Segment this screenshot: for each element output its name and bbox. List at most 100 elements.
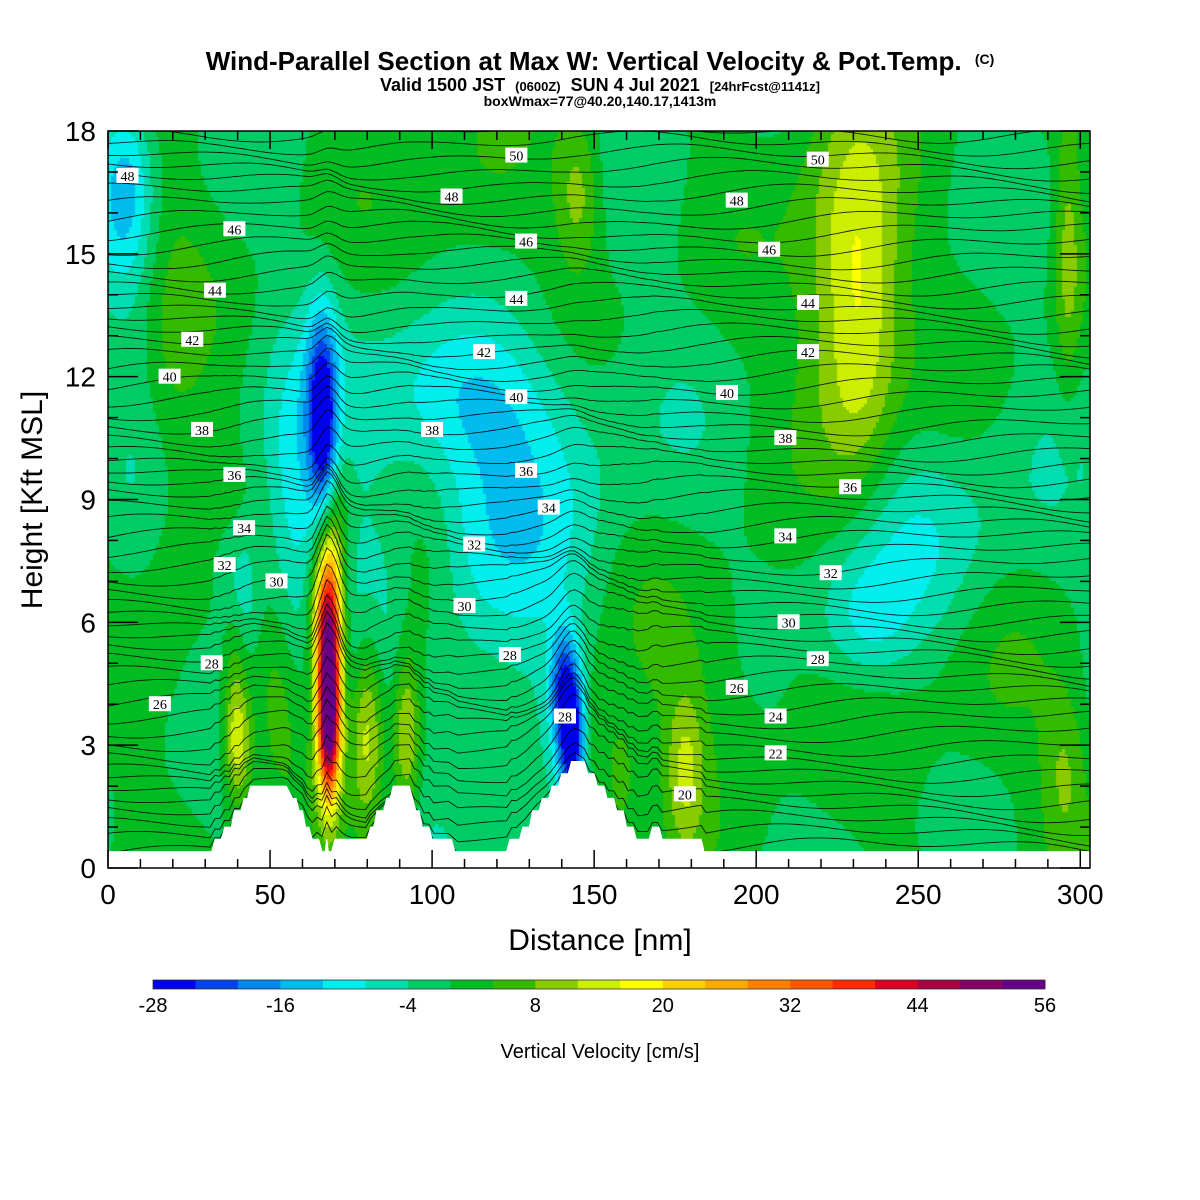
y-tick-label: 0 bbox=[80, 853, 96, 884]
theta-contour-line bbox=[108, 426, 1090, 463]
theta-contour-line bbox=[108, 281, 1090, 310]
colorbar-swatch bbox=[280, 980, 324, 989]
theta-contour-line bbox=[108, 322, 1090, 348]
colorbar-swatch bbox=[960, 980, 1004, 989]
theta-label-text: 28 bbox=[205, 657, 219, 672]
theta-contour-line bbox=[108, 220, 1090, 244]
theta-contour-line bbox=[108, 479, 1090, 536]
theta-label-box bbox=[758, 241, 781, 257]
theta-contour-label: 28 bbox=[806, 651, 829, 668]
theta-label-text: 48 bbox=[120, 170, 134, 185]
colorbar-swatch bbox=[407, 980, 451, 989]
theta-label-box bbox=[223, 221, 246, 237]
colorbar-tick-label: 56 bbox=[1034, 995, 1056, 1017]
theta-contour-label: 36 bbox=[839, 479, 862, 496]
theta-label-text: 42 bbox=[801, 346, 815, 361]
theta-label-text: 28 bbox=[811, 653, 825, 668]
theta-contour-label: 30 bbox=[453, 597, 476, 615]
colorbar-swatch bbox=[450, 980, 494, 989]
y-tick-label: 18 bbox=[65, 116, 96, 147]
theta-label-text: 44 bbox=[509, 293, 523, 308]
colorbar-swatch bbox=[195, 980, 239, 989]
y-tick-label: 9 bbox=[80, 485, 96, 516]
theta-contour-line bbox=[108, 742, 1090, 824]
x-tick-label: 150 bbox=[571, 879, 618, 910]
theta-label-box bbox=[200, 655, 223, 671]
theta-contour-line bbox=[108, 326, 1090, 359]
colorbar-frame bbox=[152, 979, 1046, 990]
x-tick-label: 50 bbox=[254, 879, 285, 910]
theta-contour-label: 40 bbox=[716, 385, 739, 402]
theta-contour-label: 28 bbox=[200, 655, 223, 672]
theta-contour-line bbox=[108, 456, 1090, 489]
theta-contour-label: 26 bbox=[148, 696, 171, 713]
theta-contour-label: 32 bbox=[213, 557, 236, 574]
colorbar-swatch bbox=[917, 980, 961, 989]
theta-label-text: 40 bbox=[720, 387, 734, 402]
theta-label-box bbox=[716, 385, 739, 401]
colorbar-tick-labels: -28 -16 -4 8 20 32 44 56 bbox=[139, 995, 1057, 1017]
theta-contour-line bbox=[108, 505, 1090, 563]
theta-label-box bbox=[777, 614, 800, 630]
theta-contour-label: 38 bbox=[774, 430, 797, 447]
theta-contour-label: 34 bbox=[537, 499, 560, 517]
theta-label-text: 38 bbox=[195, 424, 209, 439]
theta-label-box bbox=[797, 294, 820, 310]
colorbar-swatch bbox=[365, 980, 409, 989]
theta-contour-line bbox=[108, 594, 1090, 656]
theta-label-text: 48 bbox=[445, 191, 459, 206]
subtitle-valid: Valid 1500 JST bbox=[380, 75, 505, 95]
theta-label-text: 36 bbox=[843, 481, 857, 496]
theta-label-text: 48 bbox=[730, 195, 744, 210]
theta-contour-label: 20 bbox=[673, 786, 696, 803]
colorbar-tick-label: -28 bbox=[139, 995, 168, 1017]
theta-contour-label: 32 bbox=[819, 565, 842, 582]
theta-contour-line bbox=[108, 308, 1090, 335]
theta-contour-line bbox=[108, 672, 1090, 744]
theta-contour-label: 46 bbox=[758, 241, 781, 259]
theta-label-box bbox=[158, 368, 181, 384]
theta-contour-label: 44 bbox=[797, 294, 820, 312]
theta-label-box bbox=[213, 557, 236, 573]
theta-label-text: 30 bbox=[782, 616, 796, 631]
theta-label-text: 34 bbox=[778, 530, 792, 545]
theta-label-box bbox=[440, 188, 463, 204]
colorbar-swatch bbox=[875, 980, 919, 989]
colorbar-swatch bbox=[153, 980, 196, 989]
theta-label-text: 40 bbox=[509, 391, 523, 406]
theta-contour-label: 48 bbox=[116, 168, 139, 185]
theta-label-box bbox=[806, 651, 829, 667]
x-tick-label: 300 bbox=[1057, 879, 1104, 910]
theta-contour-line bbox=[108, 752, 1090, 837]
theta-label-box bbox=[505, 147, 528, 163]
theta-contour-line bbox=[108, 395, 1090, 437]
theta-contour-label: 24 bbox=[764, 708, 787, 726]
colorbar-swatch bbox=[747, 980, 791, 989]
theta-label-box bbox=[839, 479, 862, 495]
colorbar-swatch bbox=[237, 980, 281, 989]
colorbar-tick-label: 20 bbox=[652, 995, 674, 1017]
theta-contour-line bbox=[108, 523, 1090, 590]
theta-contour-label: 34 bbox=[233, 520, 256, 537]
theta-label-text: 26 bbox=[153, 698, 167, 713]
theta-label-box bbox=[498, 647, 521, 663]
theta-label-box bbox=[725, 192, 748, 208]
theta-label-text: 20 bbox=[678, 788, 692, 803]
subtitle-date: SUN 4 Jul 2021 bbox=[571, 75, 700, 95]
colorbar-label: Vertical Velocity [cm/s] bbox=[501, 1041, 700, 1063]
y-tick-label: 15 bbox=[65, 239, 96, 270]
theta-contour-labels: 48 50 50 48 48 46 46 46 44 44 44 42 42 42 40 40 40 38 38 38… bbox=[116, 147, 862, 803]
theta-contour-line bbox=[108, 727, 1090, 811]
theta-label-text: 30 bbox=[270, 575, 284, 590]
theta-contour-line bbox=[108, 603, 1090, 668]
theta-contour-line bbox=[108, 156, 1090, 182]
theta-label-text: 36 bbox=[519, 465, 533, 480]
x-axis-label: Distance [nm] bbox=[508, 924, 691, 957]
colorbar-tick-label: 44 bbox=[906, 995, 928, 1017]
theta-label-box bbox=[725, 679, 748, 695]
theta-label-text: 34 bbox=[542, 502, 556, 517]
theta-label-box bbox=[515, 462, 538, 478]
theta-label-box bbox=[265, 573, 288, 589]
theta-contour-line bbox=[108, 242, 1090, 271]
